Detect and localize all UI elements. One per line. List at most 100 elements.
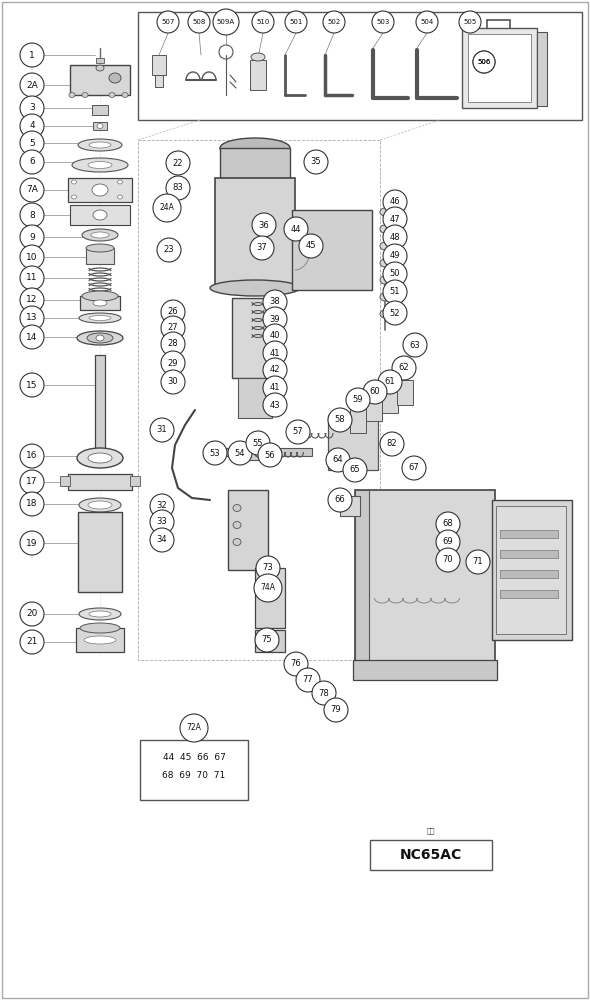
Text: 29: 29	[168, 359, 178, 367]
Circle shape	[150, 494, 174, 518]
Circle shape	[20, 288, 44, 312]
Text: 66: 66	[335, 495, 345, 504]
Text: 78: 78	[319, 688, 329, 698]
Text: 74A: 74A	[261, 584, 276, 592]
Circle shape	[255, 628, 279, 652]
Text: 44  45  66  67: 44 45 66 67	[163, 754, 225, 762]
Ellipse shape	[78, 139, 122, 151]
Text: 18: 18	[26, 499, 38, 508]
Text: 41: 41	[270, 349, 280, 358]
Circle shape	[250, 236, 274, 260]
Ellipse shape	[303, 675, 317, 685]
Text: 5: 5	[29, 138, 35, 147]
Circle shape	[20, 245, 44, 269]
Bar	[397, 380, 413, 405]
Text: 42: 42	[270, 365, 280, 374]
Circle shape	[20, 531, 44, 555]
Circle shape	[20, 114, 44, 138]
Ellipse shape	[220, 138, 290, 158]
Ellipse shape	[117, 195, 123, 199]
Text: 506: 506	[477, 59, 491, 65]
Text: 23: 23	[163, 245, 174, 254]
Bar	[382, 388, 398, 413]
Ellipse shape	[233, 504, 241, 512]
Circle shape	[299, 234, 323, 258]
Text: 67: 67	[409, 464, 419, 473]
Text: 40: 40	[270, 332, 280, 340]
Circle shape	[20, 602, 44, 626]
Bar	[96, 58, 104, 63]
Circle shape	[286, 420, 310, 444]
Text: 503: 503	[376, 19, 389, 25]
Bar	[70, 65, 130, 95]
Ellipse shape	[87, 333, 113, 343]
Bar	[366, 396, 382, 421]
Circle shape	[252, 213, 276, 237]
Circle shape	[20, 43, 44, 67]
Bar	[328, 415, 378, 470]
Circle shape	[263, 376, 287, 400]
Bar	[138, 12, 582, 120]
Bar	[370, 840, 492, 870]
Ellipse shape	[380, 293, 390, 301]
Text: 30: 30	[168, 377, 178, 386]
Bar	[155, 75, 163, 87]
Text: 50: 50	[390, 269, 400, 278]
Circle shape	[383, 244, 407, 268]
Circle shape	[20, 444, 44, 468]
Bar	[140, 740, 248, 800]
Circle shape	[150, 418, 174, 442]
Text: 14: 14	[27, 332, 38, 342]
Circle shape	[166, 176, 190, 200]
Circle shape	[20, 373, 44, 397]
Text: 62: 62	[399, 363, 409, 372]
Circle shape	[263, 341, 287, 365]
Text: 504: 504	[420, 19, 434, 25]
Bar	[238, 378, 272, 418]
Text: 83: 83	[173, 184, 183, 192]
Bar	[92, 105, 108, 115]
Text: 59: 59	[353, 395, 363, 404]
Text: 19: 19	[26, 538, 38, 548]
Text: 35: 35	[311, 157, 322, 166]
Ellipse shape	[92, 184, 108, 196]
Text: 502: 502	[327, 19, 340, 25]
Bar	[462, 28, 537, 108]
Circle shape	[246, 431, 270, 455]
Circle shape	[20, 266, 44, 290]
Text: 44: 44	[291, 225, 301, 233]
Text: 28: 28	[168, 340, 178, 349]
Text: 58: 58	[335, 416, 345, 424]
Text: 16: 16	[26, 452, 38, 460]
Bar	[68, 178, 132, 202]
Text: 37: 37	[257, 243, 267, 252]
Ellipse shape	[72, 158, 128, 172]
Text: 20: 20	[27, 609, 38, 618]
Ellipse shape	[82, 229, 118, 241]
Bar	[355, 490, 495, 670]
Ellipse shape	[82, 93, 88, 98]
Text: 21: 21	[27, 638, 38, 647]
Ellipse shape	[267, 316, 277, 324]
Circle shape	[188, 11, 210, 33]
Text: 34: 34	[157, 536, 168, 544]
Ellipse shape	[267, 375, 277, 384]
Text: 9: 9	[29, 232, 35, 241]
Circle shape	[161, 300, 185, 324]
Circle shape	[284, 217, 308, 241]
Circle shape	[346, 388, 370, 412]
Bar	[215, 178, 295, 288]
Text: 1: 1	[29, 50, 35, 60]
Bar	[255, 568, 285, 628]
Ellipse shape	[267, 330, 277, 340]
Text: 24A: 24A	[159, 204, 175, 213]
Circle shape	[161, 351, 185, 375]
Text: 32: 32	[157, 502, 168, 510]
Text: 15: 15	[26, 380, 38, 389]
Bar	[78, 512, 122, 592]
Bar	[255, 630, 285, 652]
Text: 56: 56	[265, 450, 276, 460]
Circle shape	[392, 356, 416, 380]
Circle shape	[263, 358, 287, 382]
Text: 7A: 7A	[26, 186, 38, 194]
